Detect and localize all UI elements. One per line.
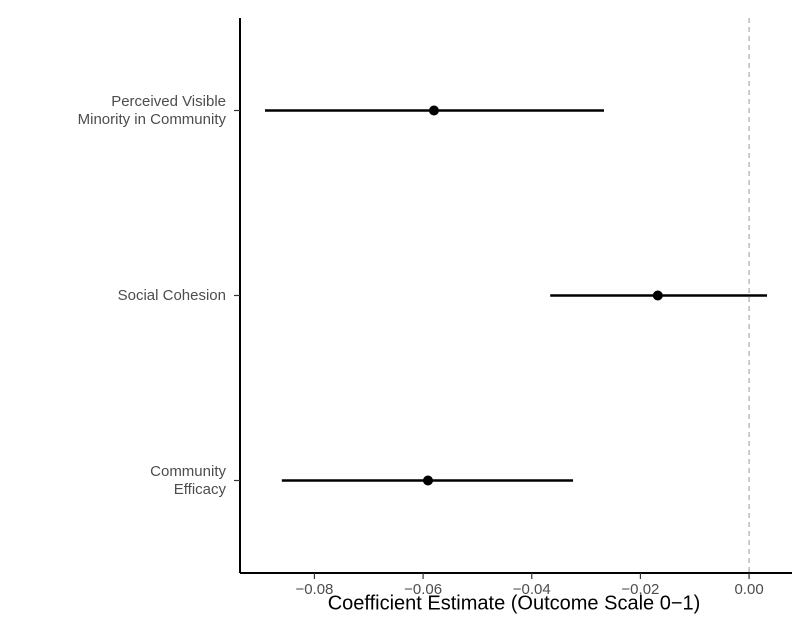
y-tick-label: Social Cohesion	[117, 286, 226, 304]
x-tick-label: −0.08	[295, 581, 333, 598]
x-tick-label: −0.04	[513, 581, 551, 598]
y-tick-label: Perceived Visible Minority in Community	[77, 92, 226, 128]
x-tick-label: 0.00	[734, 581, 763, 598]
x-tick-label: −0.06	[404, 581, 442, 598]
point	[422, 475, 433, 486]
x-axis-title: Coefficient Estimate (Outcome Scale 0−1)	[328, 592, 701, 614]
point	[652, 290, 663, 301]
point	[428, 105, 439, 116]
x-tick-label: −0.02	[621, 581, 659, 598]
y-tick-label: Community Efficacy	[150, 462, 226, 498]
